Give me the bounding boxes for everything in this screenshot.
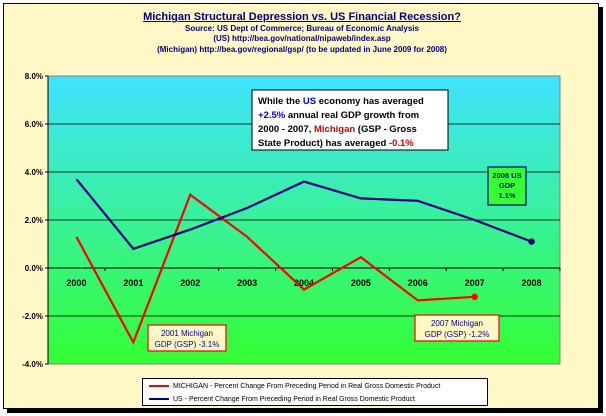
series-end-point-us <box>528 238 535 245</box>
x-tick-label: 2002 <box>180 278 200 288</box>
annotation-mi2007-line: 2007 Michigan <box>431 319 483 328</box>
x-tick-label: 2004 <box>294 278 314 288</box>
annotation-main-line: While the US economy has averaged <box>258 96 424 107</box>
y-tick-label: -2.0% <box>22 312 43 321</box>
chart-mi-source: (Michigan) http://bea.gov/regional/gsp/ … <box>157 44 447 54</box>
annotation-main-line: 2000 - 2007, Michigan (GSP - Gross <box>258 124 417 135</box>
y-tick-label: -4.0% <box>22 360 43 369</box>
chart-legend: MICHIGAN - Percent Change From Preceding… <box>142 378 488 406</box>
x-tick-label: 2005 <box>351 278 371 288</box>
series-line-us <box>75 178 532 251</box>
series-line-michigan <box>75 193 475 346</box>
annotation-us2008-line: GDP <box>499 181 515 190</box>
y-tick-label: 4.0% <box>25 168 43 177</box>
chart-source: Source: US Dept of Commerce; Bureau of E… <box>185 24 419 34</box>
chart-us-source: (US) http://bea.gov/national/nipaweb/ind… <box>213 34 391 44</box>
y-tick-label: 6.0% <box>25 120 43 129</box>
legend-entry-michigan: MICHIGAN - Percent Change From Preceding… <box>143 380 487 392</box>
annotation-main-line: +2.5% annual real GDP growth from <box>258 110 419 121</box>
annotation-mi2007-box <box>414 314 500 342</box>
chart-titles: Michigan Structural Depression vs. US Fi… <box>4 10 600 55</box>
x-tick-label: 2003 <box>237 278 257 288</box>
gdp-line-chart: -4.0% -2.0% 0.0% 2.0% 4.0% 6.0% 8.0% 2000 2001 2… <box>22 72 561 369</box>
x-tick-label: 2007 <box>465 278 485 288</box>
legend-swatch-us <box>149 398 169 400</box>
annotation-mi2001-line: GDP (GSP) -3.1% <box>155 340 220 349</box>
annotation-mi2001-box <box>147 324 227 352</box>
y-tick-label: 2.0% <box>25 216 43 225</box>
x-tick-label: 2006 <box>408 278 428 288</box>
annotation-mi2007-line: GDP (GSP) -1.2% <box>425 330 490 339</box>
annotation-mi2001-line: 2001 Michigan <box>161 329 213 338</box>
annotation-us2008-line: 2008 US <box>492 171 521 180</box>
chart-title: Michigan Structural Depression vs. US Fi… <box>143 11 461 23</box>
legend-swatch-michigan <box>149 385 169 387</box>
legend-label-michigan: MICHIGAN - Percent Change From Preceding… <box>173 382 441 390</box>
annotation-us2008-box <box>487 166 527 206</box>
y-tick-label: 0.0% <box>25 264 43 273</box>
annotation-us2008-line: 1.1% <box>498 191 515 200</box>
x-tick-label: 2001 <box>123 278 143 288</box>
y-tick-label: 8.0% <box>25 72 43 81</box>
x-tick-label: 2008 <box>522 278 542 288</box>
x-tick-label: 2000 <box>66 278 86 288</box>
legend-entry-us: US - Percent Change From Preceding Perio… <box>143 393 487 405</box>
annotation-main-box <box>251 89 449 151</box>
annotation-main-line: State Product) has averaged -0.1% <box>258 138 414 149</box>
legend-label-us: US - Percent Change From Preceding Perio… <box>173 395 415 403</box>
chart-frame: Michigan Structural Depression vs. US Fi… <box>3 3 599 409</box>
series-end-point-michigan <box>471 293 478 300</box>
